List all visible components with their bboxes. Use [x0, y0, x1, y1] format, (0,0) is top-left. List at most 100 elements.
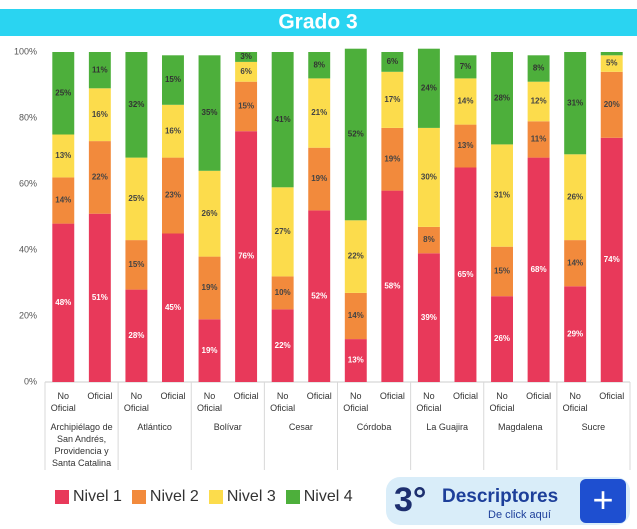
- bar-segment: [344, 48, 367, 221]
- x-tick-label: No Oficial: [197, 391, 223, 413]
- bar-segment: [417, 127, 440, 227]
- bar-segment: [600, 71, 623, 138]
- y-tick-label: 40%: [19, 244, 37, 254]
- y-tick-label: 20%: [19, 310, 37, 320]
- data-label: 11%: [531, 135, 547, 144]
- x-tick-label: Oficial: [379, 391, 405, 401]
- y-tick-label: 0%: [24, 376, 37, 386]
- bar-segment: [417, 48, 440, 128]
- bar-segment: [417, 226, 440, 254]
- data-label: 19%: [384, 154, 400, 163]
- bar-segment: [198, 170, 221, 257]
- bar-segment: [308, 147, 331, 211]
- bar-segment: [381, 52, 404, 72]
- data-label: 22%: [275, 341, 291, 350]
- data-label: 28%: [128, 331, 144, 340]
- data-label: 17%: [384, 95, 400, 104]
- bar-segment: [162, 55, 184, 105]
- data-label: 14%: [567, 258, 583, 267]
- bar-segment: [88, 141, 111, 214]
- y-tick-label: 100%: [14, 46, 37, 56]
- data-label: 31%: [494, 191, 510, 200]
- data-label: 19%: [311, 174, 327, 183]
- bar-segment: [162, 157, 184, 234]
- data-label: 22%: [348, 252, 364, 261]
- data-label: 32%: [128, 100, 144, 109]
- bar-segment: [271, 309, 294, 382]
- bar-segment: [527, 157, 550, 382]
- bar-segment: [344, 220, 367, 293]
- data-label: 15%: [494, 267, 510, 276]
- data-label: 48%: [55, 298, 71, 307]
- data-label: 23%: [165, 191, 181, 200]
- data-label: 6%: [240, 67, 252, 76]
- x-tick-label: Oficial: [452, 391, 478, 401]
- x-tick-label: No Oficial: [562, 391, 588, 413]
- x-tick-label: Oficial: [599, 391, 625, 401]
- bar-segment: [564, 286, 587, 382]
- data-label: 15%: [165, 75, 181, 84]
- bar-segment: [235, 81, 258, 132]
- bar-segment: [52, 223, 75, 382]
- data-label: 7%: [460, 62, 472, 71]
- legend-swatch: [208, 490, 223, 504]
- bar-segment: [600, 55, 623, 72]
- bar-segment: [271, 276, 294, 310]
- bar-segment: [564, 154, 587, 241]
- data-label: 52%: [348, 130, 364, 139]
- bar-segment: [198, 256, 221, 320]
- group-label: Sucre: [581, 422, 606, 432]
- legend-swatch: [285, 490, 300, 504]
- bar-segment: [381, 71, 404, 128]
- legend-label: Nivel 1: [73, 488, 122, 505]
- data-label: 15%: [238, 102, 254, 111]
- data-label: 11%: [92, 65, 108, 74]
- data-label: 68%: [531, 265, 547, 274]
- legend-swatch: [55, 490, 69, 504]
- bar-segment: [88, 213, 111, 382]
- x-tick-label: Oficial: [233, 391, 259, 401]
- data-label: 58%: [384, 281, 400, 290]
- bar-segment: [125, 157, 148, 241]
- button-title: Descriptores: [442, 486, 559, 507]
- group-label: Córdoba: [356, 422, 392, 432]
- data-label: 29%: [567, 329, 583, 338]
- data-label: 45%: [165, 303, 181, 312]
- data-label: 26%: [494, 334, 510, 343]
- chart-title: Grado 3: [278, 11, 357, 34]
- button-subtitle: De click aquí: [488, 509, 551, 521]
- x-tick-label: No Oficial: [416, 391, 442, 413]
- bar-segment: [271, 52, 294, 188]
- x-tick-label: Oficial: [526, 391, 552, 401]
- data-label: 13%: [348, 356, 364, 365]
- data-label: 65%: [457, 270, 473, 279]
- legend: Nivel 1 Nivel 2 Nivel 3 Nivel 4: [55, 488, 353, 506]
- bar-segment: [454, 55, 477, 79]
- bar-segment: [381, 190, 404, 382]
- bar-segment: [162, 233, 184, 382]
- data-label: 28%: [494, 93, 510, 102]
- data-label: 41%: [275, 115, 291, 124]
- bar-segment: [198, 55, 221, 171]
- legend-swatch: [131, 490, 146, 504]
- bar-segment: [52, 177, 75, 224]
- bar-segment: [235, 131, 258, 382]
- bar-segment: [454, 78, 477, 125]
- bar-segment: [88, 88, 111, 142]
- legend-label: Nivel 4: [303, 488, 353, 505]
- bar-segment: [308, 210, 331, 382]
- bar-segment: [125, 52, 148, 158]
- bar-segment: [491, 52, 513, 145]
- descriptores-button[interactable]: 3° Descriptores De click aquí +: [386, 477, 630, 525]
- data-label: 5%: [606, 59, 618, 68]
- data-label: 20%: [604, 100, 620, 109]
- data-label: 13%: [55, 151, 71, 160]
- bar-segment: [125, 289, 148, 382]
- data-label: 12%: [531, 97, 547, 106]
- bar-segment: [600, 137, 623, 382]
- bar-segment: [417, 253, 440, 382]
- data-label: 30%: [421, 173, 437, 182]
- data-label: 16%: [165, 126, 181, 135]
- data-label: 8%: [313, 60, 325, 69]
